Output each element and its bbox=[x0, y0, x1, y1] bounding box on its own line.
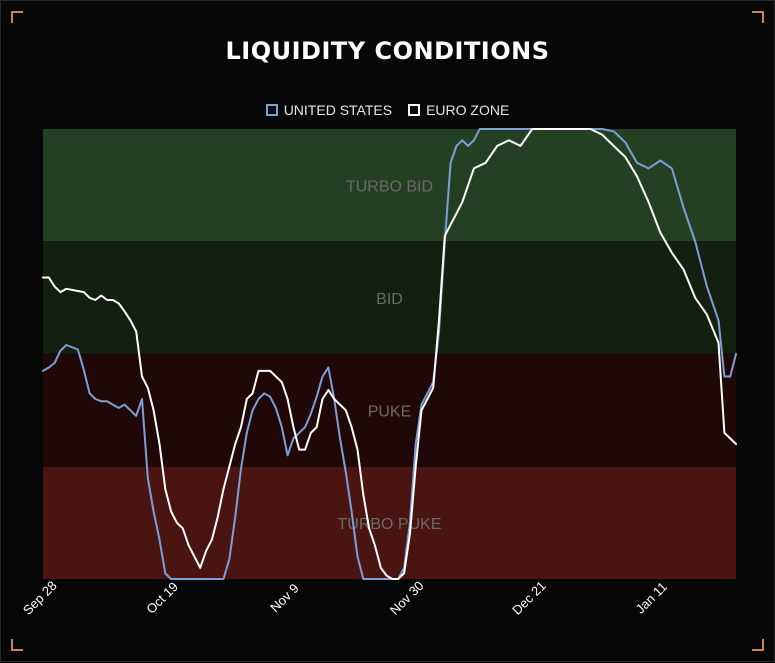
zone-band-turbo-bid bbox=[43, 129, 736, 242]
zone-label-turbo-bid: TURBO BID bbox=[346, 178, 433, 195]
zone-label-puke: PUKE bbox=[368, 403, 412, 420]
corner-bracket bbox=[752, 639, 764, 651]
zone-label-turbo-puke: TURBO PUKE bbox=[337, 516, 441, 533]
zone-label-bid: BID bbox=[376, 291, 403, 308]
corner-bracket bbox=[11, 11, 23, 23]
legend-label-ez: EURO ZONE bbox=[426, 102, 510, 118]
x-tick-label: Nov 30 bbox=[387, 578, 427, 618]
corner-bracket bbox=[11, 639, 23, 651]
x-tick-label: Dec 21 bbox=[509, 578, 549, 618]
series-line-ez bbox=[42, 128, 737, 580]
legend-label-us: UNITED STATES bbox=[283, 102, 393, 118]
x-tick-label: Nov 9 bbox=[267, 581, 302, 616]
corner-bracket bbox=[752, 11, 764, 23]
chart-title: LIQUIDITY CONDITIONS bbox=[225, 37, 550, 65]
zone-band-bid bbox=[43, 241, 736, 354]
x-tick-label: Jan 11 bbox=[633, 579, 671, 617]
legend-swatch-us bbox=[265, 104, 278, 116]
x-tick-label: Sep 28 bbox=[20, 578, 60, 618]
zone-band-puke bbox=[43, 354, 736, 467]
legend-item-us[interactable]: UNITED STATES bbox=[265, 102, 393, 118]
zone-band-turbo-puke bbox=[43, 466, 736, 579]
legend-swatch-ez bbox=[408, 104, 421, 116]
x-tick-label: Oct 19 bbox=[143, 579, 181, 617]
legend-item-ez[interactable]: EURO ZONE bbox=[408, 102, 509, 118]
legend: UNITED STATES EURO ZONE bbox=[1, 102, 774, 118]
